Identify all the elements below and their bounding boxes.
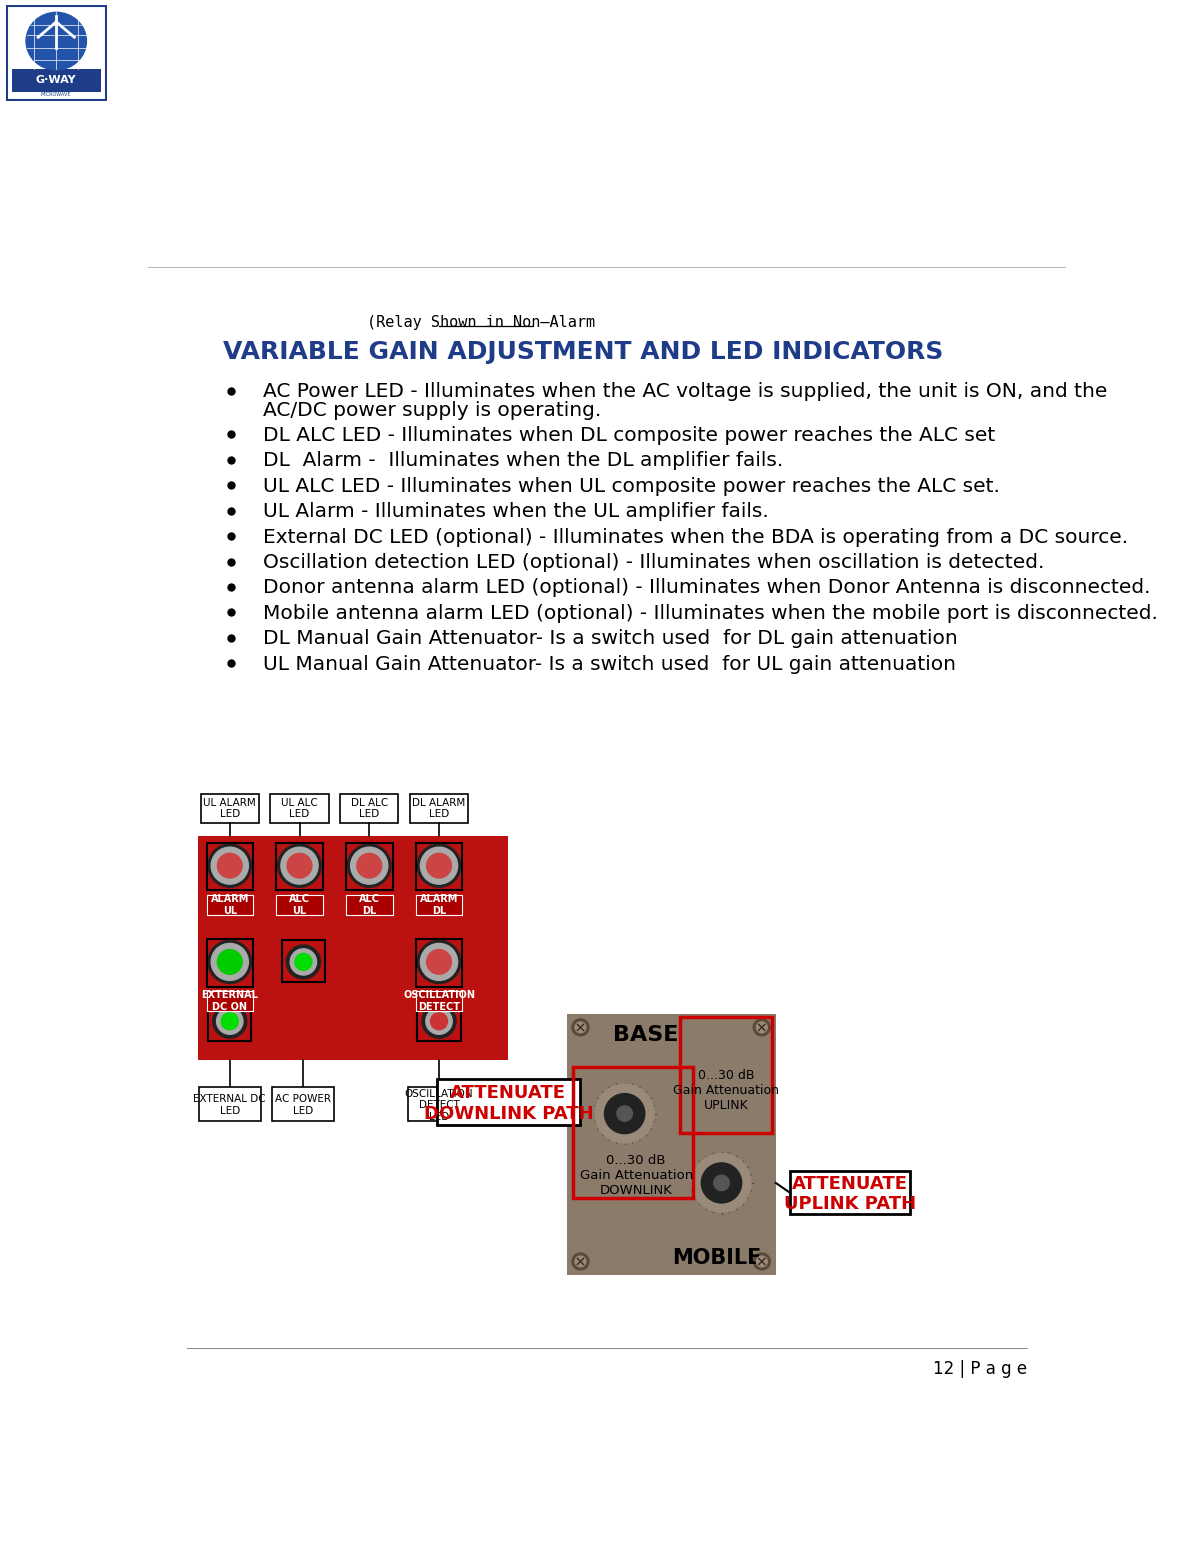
Text: ATTENUATE
DOWNLINK PATH: ATTENUATE DOWNLINK PATH xyxy=(424,1084,593,1122)
Circle shape xyxy=(426,1008,452,1034)
Circle shape xyxy=(426,949,451,974)
Text: AC POWER
LED: AC POWER LED xyxy=(276,1094,332,1116)
Circle shape xyxy=(290,949,316,975)
Text: MOBILE: MOBILE xyxy=(673,1248,761,1268)
FancyBboxPatch shape xyxy=(276,895,323,915)
FancyBboxPatch shape xyxy=(206,991,253,1011)
Circle shape xyxy=(211,943,249,980)
Text: BASE: BASE xyxy=(613,1025,678,1045)
FancyBboxPatch shape xyxy=(12,70,101,91)
Circle shape xyxy=(287,853,311,878)
Text: DL ALARM
LED: DL ALARM LED xyxy=(412,797,465,819)
Text: EXTERNAL DC
LED: EXTERNAL DC LED xyxy=(193,1094,266,1116)
Text: ALARM
DL: ALARM DL xyxy=(420,895,458,916)
Circle shape xyxy=(281,847,318,884)
Text: UL ALC
LED: UL ALC LED xyxy=(281,797,317,819)
Text: (Relay Shown in Non–Alarm: (Relay Shown in Non–Alarm xyxy=(367,316,596,330)
Circle shape xyxy=(426,853,451,878)
Circle shape xyxy=(753,1019,771,1036)
Text: AC Power LED - Illuminates when the AC voltage is supplied, the unit is ON, and : AC Power LED - Illuminates when the AC v… xyxy=(263,382,1107,401)
Circle shape xyxy=(572,1252,588,1269)
Circle shape xyxy=(420,847,457,884)
Circle shape xyxy=(278,844,321,887)
Circle shape xyxy=(422,1005,456,1039)
Text: VARIABLE GAIN ADJUSTMENT AND LED INDICATORS: VARIABLE GAIN ADJUSTMENT AND LED INDICAT… xyxy=(223,339,944,364)
Circle shape xyxy=(757,1022,767,1033)
Circle shape xyxy=(575,1022,586,1033)
Circle shape xyxy=(295,954,311,971)
Text: 12 | P a g e: 12 | P a g e xyxy=(933,1361,1027,1378)
FancyBboxPatch shape xyxy=(201,794,259,824)
Text: AC/DC power supply is operating.: AC/DC power supply is operating. xyxy=(263,401,601,420)
Text: EXTERNAL
DC ON: EXTERNAL DC ON xyxy=(201,991,258,1012)
Text: MICROWAVE: MICROWAVE xyxy=(41,91,71,98)
FancyBboxPatch shape xyxy=(566,1014,776,1276)
FancyBboxPatch shape xyxy=(272,1087,334,1121)
Text: OSCILLATION
DETECT
LED: OSCILLATION DETECT LED xyxy=(405,1088,474,1122)
Circle shape xyxy=(221,1012,238,1029)
Circle shape xyxy=(701,1163,741,1203)
Circle shape xyxy=(420,943,457,980)
Circle shape xyxy=(417,844,461,887)
Circle shape xyxy=(757,1255,767,1266)
Text: UL ALARM
LED: UL ALARM LED xyxy=(204,797,256,819)
Text: ALC
UL: ALC UL xyxy=(289,895,310,916)
FancyBboxPatch shape xyxy=(416,895,462,915)
Text: ALC
DL: ALC DL xyxy=(359,895,380,916)
Circle shape xyxy=(693,1153,751,1212)
Circle shape xyxy=(211,847,249,884)
Text: UL Alarm - Illuminates when the UL amplifier fails.: UL Alarm - Illuminates when the UL ampli… xyxy=(263,502,768,522)
Text: Donor antenna alarm LED (optional) - Illuminates when Donor Antenna is disconnec: Donor antenna alarm LED (optional) - Ill… xyxy=(263,579,1150,598)
Text: 0...30 dB
Gain Attenuation
DOWNLINK: 0...30 dB Gain Attenuation DOWNLINK xyxy=(580,1153,693,1197)
FancyBboxPatch shape xyxy=(340,794,398,824)
Circle shape xyxy=(218,853,243,878)
Circle shape xyxy=(217,1008,243,1034)
Text: Mobile antenna alarm LED (optional) - Illuminates when the mobile port is discon: Mobile antenna alarm LED (optional) - Il… xyxy=(263,604,1158,622)
Text: DL  Alarm -  Illuminates when the DL amplifier fails.: DL Alarm - Illuminates when the DL ampli… xyxy=(263,452,783,471)
Circle shape xyxy=(218,949,243,974)
FancyBboxPatch shape xyxy=(416,991,462,1011)
FancyBboxPatch shape xyxy=(410,794,468,824)
Circle shape xyxy=(596,1084,654,1142)
Text: DL ALC
LED: DL ALC LED xyxy=(350,797,388,819)
Circle shape xyxy=(605,1093,645,1133)
Circle shape xyxy=(356,853,381,878)
Circle shape xyxy=(208,844,251,887)
FancyBboxPatch shape xyxy=(7,6,105,99)
Circle shape xyxy=(348,844,391,887)
Circle shape xyxy=(208,940,251,983)
Text: DL Manual Gain Attenuator- Is a switch used  for DL gain attenuation: DL Manual Gain Attenuator- Is a switch u… xyxy=(263,630,958,649)
Circle shape xyxy=(26,12,86,70)
Text: OSCILLATION
DETECT: OSCILLATION DETECT xyxy=(403,991,475,1012)
Circle shape xyxy=(431,1012,448,1029)
Circle shape xyxy=(572,1019,588,1036)
Text: G·WAY: G·WAY xyxy=(36,76,77,85)
Circle shape xyxy=(350,847,388,884)
FancyBboxPatch shape xyxy=(270,794,329,824)
Circle shape xyxy=(287,944,321,978)
FancyBboxPatch shape xyxy=(346,895,393,915)
Circle shape xyxy=(213,1005,246,1039)
Text: ATTENUATE
UPLINK PATH: ATTENUATE UPLINK PATH xyxy=(784,1175,916,1214)
Text: ALARM
UL: ALARM UL xyxy=(211,895,249,916)
FancyBboxPatch shape xyxy=(408,1087,470,1121)
Text: UL Manual Gain Attenuator- Is a switch used  for UL gain attenuation: UL Manual Gain Attenuator- Is a switch u… xyxy=(263,655,955,673)
FancyBboxPatch shape xyxy=(199,836,508,1060)
Text: External DC LED (optional) - Illuminates when the BDA is operating from a DC sou: External DC LED (optional) - Illuminates… xyxy=(263,528,1128,546)
Text: UL ALC LED - Illuminates when UL composite power reaches the ALC set.: UL ALC LED - Illuminates when UL composi… xyxy=(263,477,999,495)
Text: Oscillation detection LED (optional) - Illuminates when oscillation is detected.: Oscillation detection LED (optional) - I… xyxy=(263,553,1044,573)
Circle shape xyxy=(417,940,461,983)
FancyBboxPatch shape xyxy=(437,1079,580,1125)
Text: 0...30 dB
Gain Attenuation
UPLINK: 0...30 dB Gain Attenuation UPLINK xyxy=(674,1070,779,1111)
FancyBboxPatch shape xyxy=(206,895,253,915)
Circle shape xyxy=(617,1105,632,1121)
Circle shape xyxy=(753,1252,771,1269)
FancyBboxPatch shape xyxy=(199,1087,260,1121)
FancyBboxPatch shape xyxy=(790,1172,909,1214)
Text: DL ALC LED - Illuminates when DL composite power reaches the ALC set: DL ALC LED - Illuminates when DL composi… xyxy=(263,426,995,444)
Circle shape xyxy=(575,1255,586,1266)
Circle shape xyxy=(714,1175,729,1190)
